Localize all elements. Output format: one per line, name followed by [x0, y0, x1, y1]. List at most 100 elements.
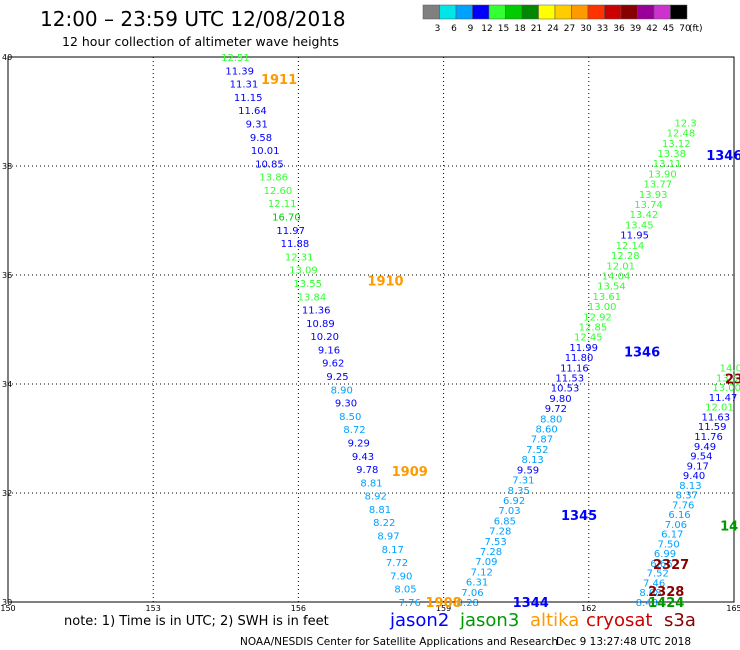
chart-subtitle: 12 hour collection of altimeter wave hei…: [62, 34, 339, 49]
swh-value: 9.30: [335, 399, 357, 410]
swh-value: 8.37: [676, 491, 698, 502]
swh-value: 9.54: [690, 452, 712, 463]
swh-value: 8.13: [679, 481, 701, 492]
satellite-cryosat: cryosat: [586, 610, 652, 631]
legend-label: 36: [613, 24, 625, 34]
swh-value: 7.76: [399, 598, 421, 609]
swh-value: 14.04: [602, 271, 631, 282]
swh-value: 13.42: [630, 210, 659, 221]
swh-value: 9.29: [348, 438, 370, 449]
x-tick-label: 150: [0, 604, 15, 613]
swh-value: 7.03: [498, 506, 520, 517]
y-tick-label: 34: [2, 380, 12, 389]
swh-value: 8.17: [382, 545, 404, 556]
legend-unit: (ft): [689, 24, 703, 34]
legend-label: 21: [531, 24, 542, 34]
satellite-s3a: s3a: [664, 610, 696, 631]
satellite-altika: altika: [530, 610, 579, 631]
swh-value: 11.59: [698, 422, 727, 433]
swh-value: 12.60: [264, 186, 293, 197]
swh-value: 6.85: [494, 516, 516, 527]
swh-value: 6.16: [668, 510, 690, 521]
legend-label: 6: [451, 24, 457, 34]
y-tick-label: 40: [2, 53, 12, 62]
swh-value: 13.00: [588, 302, 617, 313]
pass-label: 1344: [513, 596, 549, 611]
swh-value: 11.53: [555, 374, 584, 385]
swh-value: 11.95: [620, 231, 649, 242]
swh-value: 8.48: [636, 598, 658, 609]
swh-value: 8.80: [540, 414, 562, 425]
swh-value: 11.39: [225, 66, 254, 77]
swh-value: 7.53: [484, 537, 506, 548]
y-tick-label: 32: [2, 489, 12, 498]
swh-value: 11.88: [281, 239, 310, 250]
swh-value: 13.86: [259, 173, 288, 184]
swh-value: 8.28: [457, 598, 479, 609]
pass-label: 1908: [426, 596, 462, 611]
swh-value: 9.31: [246, 119, 268, 130]
legend-label: 12: [481, 24, 492, 34]
y-tick-label: 30: [2, 598, 12, 607]
legend-swatch: [670, 4, 688, 20]
swh-value: 7.52: [647, 569, 669, 580]
swh-value: 9.72: [545, 404, 567, 415]
swh-value: 9.49: [694, 442, 716, 453]
legend-swatch: [455, 4, 473, 20]
legend-swatch: [505, 4, 523, 20]
swh-value: 7.09: [475, 557, 497, 568]
swh-value: 8.13: [522, 455, 544, 466]
swh-value: 8.60: [535, 425, 557, 436]
swh-value: 10.20: [310, 332, 339, 343]
swh-value: 7.28: [489, 527, 511, 538]
swh-value: 7.31: [512, 476, 534, 487]
legend-label: 27: [564, 24, 575, 34]
x-tick-label: 159: [436, 604, 451, 613]
swh-value: 7.28: [480, 547, 502, 558]
swh-value: 13.84: [298, 292, 327, 303]
legend-label: 45: [663, 24, 674, 34]
swh-value: 16.70: [272, 213, 301, 224]
legend-swatch: [422, 4, 440, 20]
swh-value: 10.89: [306, 319, 335, 330]
swh-value: 6.99: [654, 549, 676, 560]
x-tick-label: 162: [581, 604, 596, 613]
swh-value: 12.31: [285, 252, 314, 263]
swh-value: 13.61: [593, 292, 622, 303]
swh-value: 7.90: [390, 571, 412, 582]
pass-label: 2327: [653, 558, 689, 573]
x-tick-label: 153: [146, 604, 161, 613]
swh-value: 12.11: [268, 199, 297, 210]
swh-value: 9.43: [352, 452, 374, 463]
pass-labels: 1911 1910 1909 1908 1344 1345 1346 1346 2327 2328…: [261, 73, 740, 611]
swh-value: 11.64: [238, 106, 267, 117]
altimeter-tracks: 12.51 11.39 11.31 11.15 11.64 9.31 9.58 10.01 10…: [221, 53, 740, 609]
swh-value: 12.01: [606, 261, 635, 272]
swh-value: 13.77: [643, 180, 672, 191]
swh-value: 7.12: [471, 567, 493, 578]
legend-label: 18: [514, 24, 526, 34]
swh-value: 9.25: [326, 372, 348, 383]
swh-value: 7.46: [643, 578, 665, 589]
swh-value: 12.48: [667, 129, 696, 140]
x-tick-label: 156: [291, 604, 306, 613]
swh-value: 9.62: [322, 359, 344, 370]
swh-value: 13.38: [657, 149, 686, 160]
swh-value: 11.99: [569, 343, 598, 354]
swh-value: 11.47: [709, 393, 738, 404]
swh-value: 13.55: [293, 279, 322, 290]
swh-value: 10.85: [255, 159, 284, 170]
pass-label: 1909: [392, 465, 428, 480]
legend-label: 3: [435, 24, 441, 34]
pass-label: 1911: [261, 73, 297, 88]
swh-value: 8.50: [339, 412, 361, 423]
grid-lines: [8, 57, 734, 602]
swh-value: 6.92: [503, 496, 525, 507]
satellite-jason2: jason2: [389, 610, 449, 631]
swh-value: 9.59: [517, 465, 539, 476]
swh-value: 8.81: [360, 478, 382, 489]
legend-label: 30: [580, 24, 592, 34]
axis-tick-labels: 150 153 156 159 162 165 30 32 34 36 38 40: [0, 53, 740, 613]
swh-value: 11.31: [230, 80, 259, 91]
swh-value: 9.78: [356, 465, 378, 476]
